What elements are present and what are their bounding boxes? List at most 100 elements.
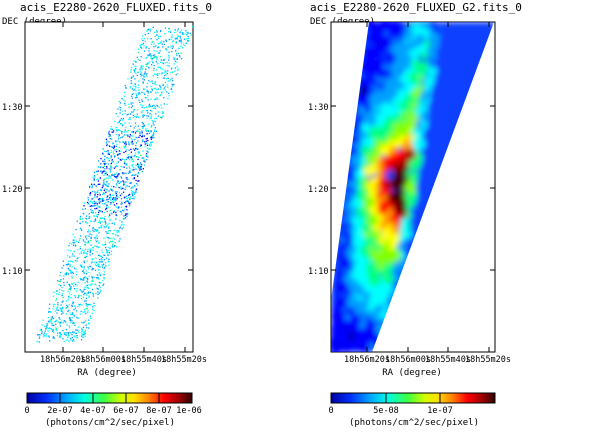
left-image-pixel: [69, 285, 71, 287]
left-image-pixel: [109, 194, 111, 197]
left-image-pixel: [138, 136, 140, 138]
left-image-pixel: [101, 259, 103, 261]
left-image-pixel: [130, 103, 132, 105]
left-image-pixel: [118, 196, 120, 198]
left-image-pixel: [152, 54, 154, 57]
left-image-pixel: [65, 271, 68, 274]
left-image-pixel: [85, 276, 87, 278]
left-image-pixel: [187, 35, 189, 38]
left-image-pixel: [97, 178, 99, 180]
left-image-pixel: [145, 154, 147, 157]
left-image-pixel: [103, 259, 106, 261]
left-image-pixel: [158, 72, 161, 75]
left-image-pixel: [89, 186, 91, 188]
left-image-pixel: [124, 102, 126, 105]
left-image-pixel: [88, 203, 90, 205]
left-image-pixel: [146, 63, 148, 65]
left-image-pixel: [109, 218, 111, 221]
right-image-blob: [375, 120, 384, 129]
left-image-pixel: [77, 257, 79, 259]
left-image-pixel: [73, 340, 75, 342]
left-image-pixel: [141, 47, 143, 49]
left-image-pixel: [108, 141, 110, 143]
left-image-pixel: [87, 303, 89, 306]
left-image-pixel: [123, 159, 125, 161]
left-image-pixel: [176, 36, 178, 39]
left-image-pixel: [137, 148, 139, 150]
right-image-blob: [354, 168, 366, 180]
left-xtick: 18h56m00s: [80, 355, 126, 365]
right-image-blob: [377, 179, 386, 188]
left-image-pixel: [46, 325, 48, 327]
left-image-pixel: [115, 192, 117, 195]
left-image-pixel: [175, 41, 178, 43]
left-image-pixel: [151, 134, 153, 136]
left-image-pixel: [81, 333, 83, 335]
left-image-pixel: [91, 292, 93, 294]
left-image-pixel: [67, 263, 69, 265]
left-image-pixel: [164, 33, 166, 35]
left-image-pixel: [78, 304, 80, 306]
left-image-pixel: [62, 260, 64, 262]
left-image-pixel: [70, 297, 72, 299]
left-image-pixel: [84, 286, 86, 289]
left-image-pixel: [133, 127, 135, 129]
left-image-pixel: [129, 113, 132, 115]
left-image-pixel: [171, 77, 173, 79]
left-image-pixel: [64, 273, 66, 275]
left-image-pixel: [70, 272, 72, 274]
left-image-pixel: [136, 155, 138, 158]
right-image-blob: [374, 108, 381, 115]
left-image-pixel: [91, 312, 93, 314]
right-image-blob: [361, 222, 369, 230]
left-image-pixel: [105, 247, 107, 249]
left-image-pixel: [172, 41, 174, 43]
left-image-pixel: [89, 315, 92, 317]
left-image-pixel: [123, 197, 126, 199]
left-image-pixel: [152, 132, 155, 134]
left-image-pixel: [117, 180, 119, 182]
left-image-pixel: [93, 179, 95, 182]
left-image-pixel: [65, 334, 67, 336]
left-image-pixel: [128, 201, 130, 203]
right-image-blob: [354, 286, 365, 297]
left-image-pixel: [190, 34, 192, 36]
left-image-pixel: [81, 330, 83, 332]
right-image-blob: [424, 23, 432, 31]
left-image-pixel: [134, 154, 136, 156]
left-image-pixel: [174, 57, 176, 59]
left-image-pixel: [145, 68, 147, 70]
right-image-blob: [428, 50, 437, 59]
left-image-pixel: [136, 96, 138, 98]
left-image-pixel: [136, 96, 138, 99]
left-image-pixel: [111, 161, 113, 164]
left-image-pixel: [103, 174, 105, 177]
left-image-pixel: [84, 292, 87, 294]
left-image-pixel: [161, 72, 163, 74]
left-image-pixel: [77, 305, 79, 308]
left-image-pixel: [118, 150, 120, 152]
left-image-pixel: [71, 255, 73, 257]
left-image-pixel: [153, 46, 155, 48]
left-image-pixel: [91, 210, 94, 212]
left-image-pixel: [146, 142, 148, 145]
right-image-blob: [390, 191, 401, 202]
right-image-blob: [424, 81, 433, 89]
left-image-pixel: [114, 120, 116, 123]
left-image-pixel: [105, 177, 107, 179]
left-image-pixel: [143, 160, 145, 162]
left-image-pixel: [95, 185, 97, 187]
left-image-pixel: [79, 237, 81, 240]
left-image-pixel: [72, 239, 74, 241]
left-image-pixel: [133, 196, 135, 198]
left-image-pixel: [173, 57, 175, 59]
left-image-pixel: [120, 159, 122, 161]
left-image-pixel: [117, 138, 120, 140]
left-image-pixel: [143, 157, 145, 159]
left-image-pixel: [160, 94, 162, 96]
left-image-pixel: [82, 322, 84, 324]
left-image-pixel: [67, 332, 69, 334]
left-image-pixel: [183, 33, 185, 35]
left-image-pixel: [131, 135, 134, 137]
left-image-pixel: [76, 284, 78, 286]
